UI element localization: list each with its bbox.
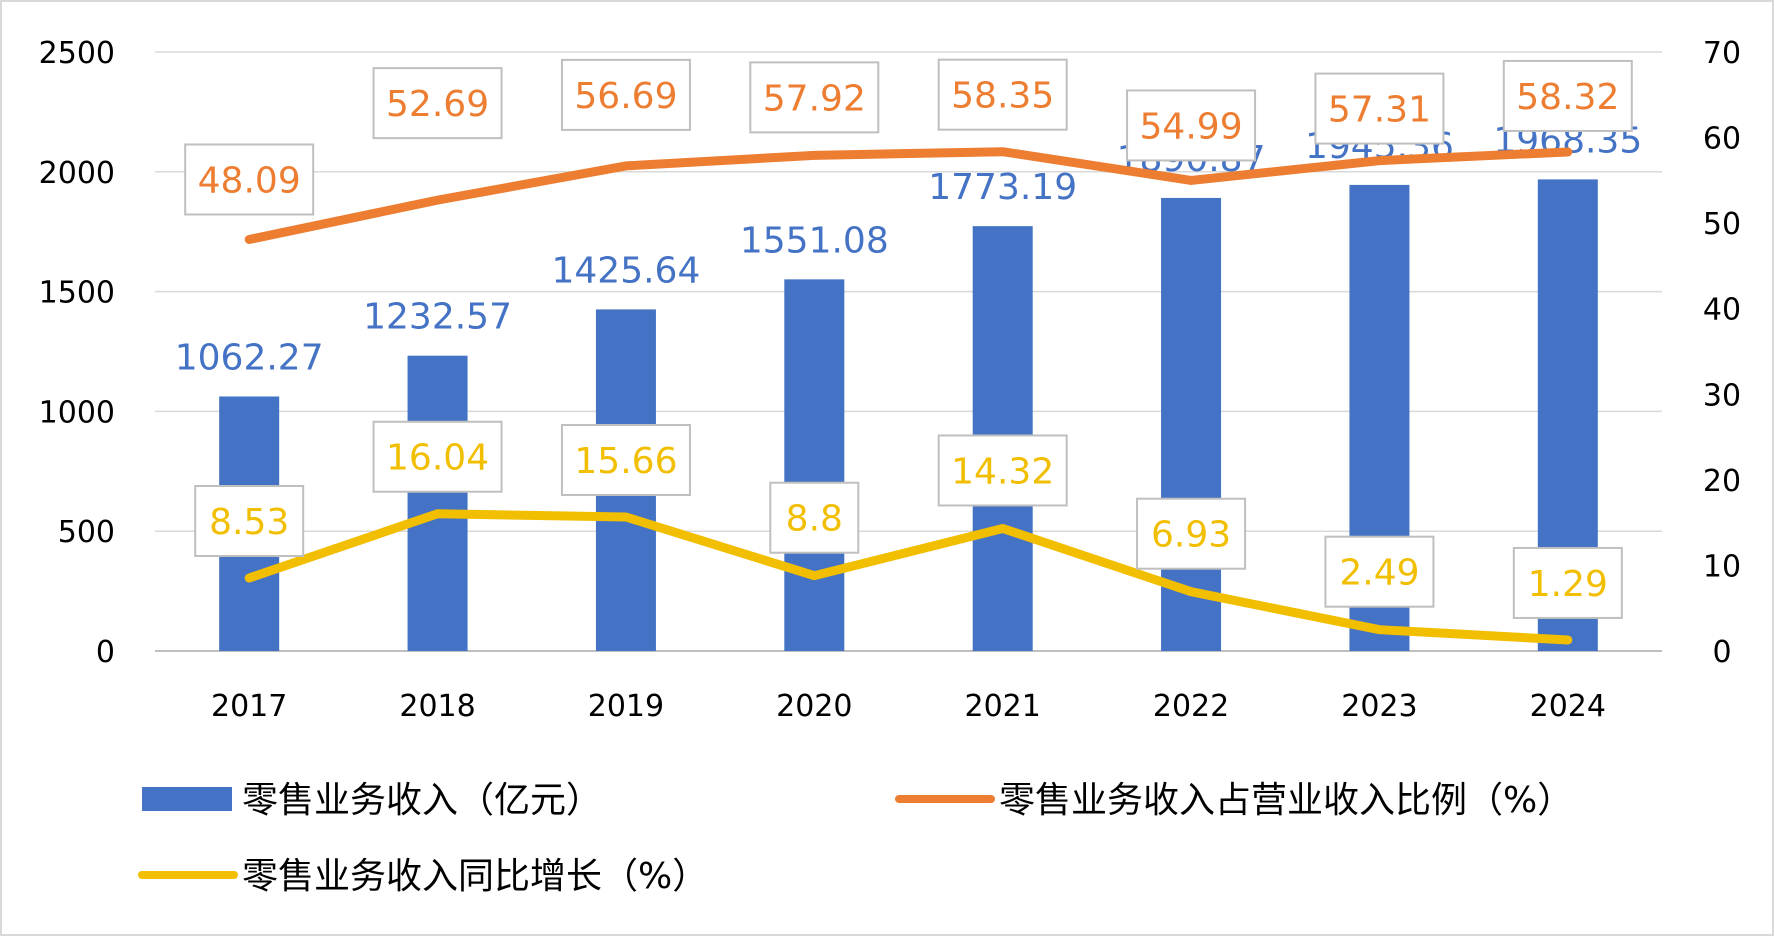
data-label-box xyxy=(749,61,880,134)
line-data-label: 58.35 xyxy=(951,76,1054,117)
gridlines xyxy=(155,51,1662,652)
data-label-box xyxy=(1512,546,1623,619)
line-data-label: 8.53 xyxy=(209,502,289,543)
right-y-axis: 0 10 20 30 40 50 60 70 xyxy=(1703,36,1741,670)
line-data-label: 15.66 xyxy=(574,441,677,482)
data-label-box xyxy=(194,485,305,558)
x-axis-tick-label: 2022 xyxy=(1153,689,1229,724)
line-data-label: 6.93 xyxy=(1151,515,1231,556)
line-data-label: 52.69 xyxy=(386,84,489,125)
left-axis-tick-label: 500 xyxy=(58,515,115,550)
right-axis-tick-label: 0 xyxy=(1712,635,1731,670)
data-label-box xyxy=(1324,535,1435,608)
data-label-box xyxy=(560,423,691,496)
data-label-box xyxy=(937,434,1068,507)
right-axis-tick-label: 30 xyxy=(1703,378,1741,413)
x-axis-tick-label: 2023 xyxy=(1341,689,1417,724)
x-axis-tick-label: 2019 xyxy=(588,689,664,724)
line-data-label: 57.92 xyxy=(763,78,866,119)
bar-data-label: 1062.27 xyxy=(175,337,324,378)
line-data-labels: 48.09 52.69 56.69 57.92 58.35 54.99 57.31 58.32… xyxy=(184,58,1633,619)
left-axis-tick-label: 0 xyxy=(96,635,115,670)
right-axis-tick-label: 70 xyxy=(1703,36,1741,71)
left-axis-tick-label: 1500 xyxy=(39,276,115,311)
x-axis-tick-label: 2020 xyxy=(776,689,852,724)
data-label-box xyxy=(1126,89,1257,162)
bar-data-label: 1425.64 xyxy=(552,250,701,291)
series-line xyxy=(244,509,1573,645)
data-label-box xyxy=(372,420,503,493)
data-label-box xyxy=(769,481,860,554)
line-data-label: 58.32 xyxy=(1516,77,1619,118)
bar xyxy=(784,279,845,651)
bar-data-label: 1551.08 xyxy=(740,220,889,261)
bar-data-labels: 1062.271232.571425.641551.081773.191890.… xyxy=(175,120,1643,378)
line-series xyxy=(244,147,1573,645)
series-line xyxy=(244,147,1573,244)
right-axis-tick-label: 60 xyxy=(1703,122,1741,157)
line-data-label: 8.8 xyxy=(786,499,843,540)
left-axis-tick-label: 2000 xyxy=(39,156,115,191)
legend-label: 零售业务收入（亿元） xyxy=(242,780,602,821)
right-axis-tick-label: 40 xyxy=(1703,293,1741,328)
right-axis-tick-label: 50 xyxy=(1703,207,1741,242)
bar-data-label: 1232.57 xyxy=(363,297,512,338)
data-label-box xyxy=(1136,497,1247,570)
line-data-label: 2.49 xyxy=(1339,553,1419,594)
legend-label: 零售业务收入占营业收入比例（%） xyxy=(999,780,1573,821)
right-axis-tick-label: 10 xyxy=(1703,549,1741,584)
line-data-label: 14.32 xyxy=(951,451,1054,492)
line-data-label: 57.31 xyxy=(1328,90,1431,131)
right-axis-tick-label: 20 xyxy=(1703,464,1741,499)
legend: 零售业务收入（亿元） 零售业务收入占营业收入比例（%） 零售业务收入同比增长（%） xyxy=(138,780,1573,897)
legend-label: 零售业务收入同比增长（%） xyxy=(242,856,708,897)
x-axis: 2017 2018 2019 2020 2021 2022 2023 2024 xyxy=(211,689,1606,724)
line-data-label: 56.69 xyxy=(574,76,677,117)
line-data-label: 16.04 xyxy=(386,438,489,479)
data-label-box xyxy=(937,58,1068,131)
data-label-box xyxy=(1314,72,1445,145)
bar-data-label: 1773.19 xyxy=(928,167,1077,208)
data-label-box xyxy=(372,67,503,140)
x-axis-tick-label: 2024 xyxy=(1530,689,1606,724)
data-label-box xyxy=(184,143,315,216)
data-label-box xyxy=(1502,59,1633,132)
bar xyxy=(1161,197,1222,651)
x-axis-tick-label: 2017 xyxy=(211,689,287,724)
bar xyxy=(407,355,468,651)
line-data-label: 54.99 xyxy=(1140,106,1243,147)
line-data-label: 48.09 xyxy=(198,160,301,201)
left-y-axis: 0 500 1000 1500 2000 2500 xyxy=(39,36,115,670)
legend-swatch-bar xyxy=(142,787,232,811)
data-label-box xyxy=(560,58,691,131)
left-axis-tick-label: 2500 xyxy=(39,36,115,71)
line-data-label: 1.29 xyxy=(1528,564,1608,605)
left-axis-tick-label: 1000 xyxy=(39,395,115,430)
x-axis-tick-label: 2018 xyxy=(399,689,475,724)
x-axis-tick-label: 2021 xyxy=(965,689,1041,724)
